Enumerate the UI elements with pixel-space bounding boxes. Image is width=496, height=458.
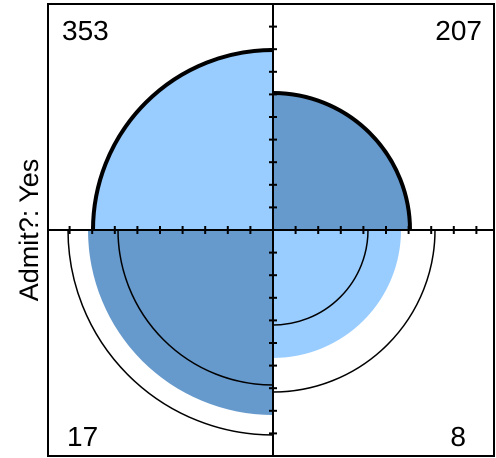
ring-outer-bottom-left [67,229,274,436]
count-top-right: 207 [435,15,482,46]
count-top-left: 353 [62,15,109,46]
outline-top-left [91,48,274,231]
wedge-bottom-left [88,230,273,415]
ring-inner-bottom-right [272,229,369,326]
wedge-top-left [93,50,273,230]
axis-ticks [68,25,478,435]
wedge-bottom-right [273,230,401,358]
ring-inner-bottom-left [117,229,274,386]
y-axis-label: Admit?: Yes [14,159,44,302]
count-bottom-right: 8 [450,421,466,452]
count-bottom-left: 17 [67,421,98,452]
confidence-rings [67,48,436,436]
outline-top-right [272,91,412,231]
wedge-top-right [273,93,410,230]
quadrant-wedges [88,50,410,415]
ring-outer-bottom-right [272,229,436,393]
